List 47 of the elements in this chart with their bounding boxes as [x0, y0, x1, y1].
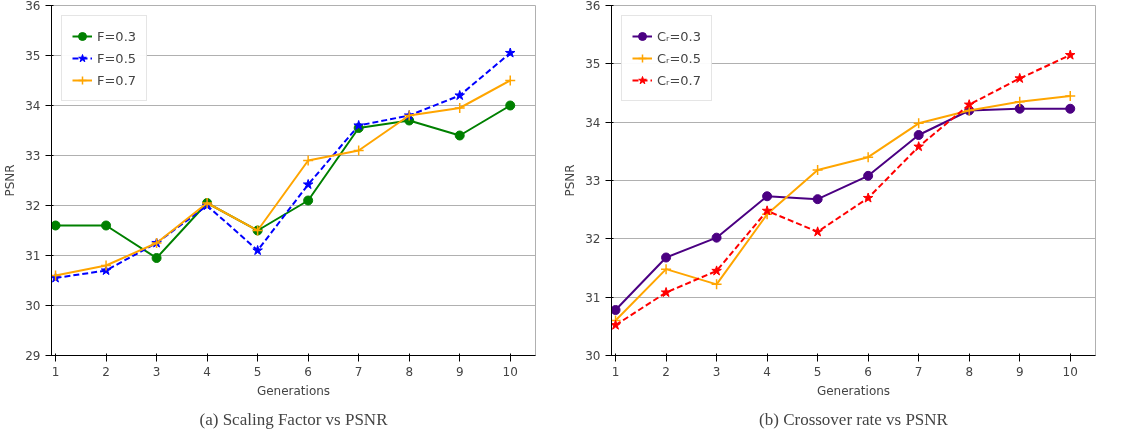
y-tick-label: 33: [25, 149, 41, 163]
x-tick-label: 10: [1062, 364, 1078, 379]
y-tick-label: 31: [585, 290, 601, 305]
legend-label: Cᵣ=0.5: [657, 50, 702, 66]
x-tick-label: 7: [354, 364, 363, 379]
y-tick-label: 31: [25, 249, 41, 263]
x-tick-label: 2: [102, 364, 110, 379]
x-tick-label: 8: [965, 364, 974, 379]
y-tick-label: 35: [585, 57, 601, 72]
x-axis-title: Generations: [256, 383, 331, 398]
x-tick-label: 8: [405, 364, 414, 379]
x-tick-label: 3: [712, 364, 721, 379]
y-tick-label: 36: [25, 0, 41, 13]
x-tick-label: 9: [455, 364, 464, 379]
y-tick-label: 36: [585, 0, 601, 13]
legend-label: Cᵣ=0.7: [657, 72, 702, 88]
y-tick-label: 29: [25, 349, 41, 363]
y-tick-label: 30: [25, 299, 41, 313]
y-tick-label: 33: [585, 174, 601, 188]
y-axis-title: PSNR: [563, 164, 578, 197]
x-tick-label: 5: [253, 364, 262, 379]
x-tick-label: 4: [203, 364, 211, 379]
x-tick-label: 3: [152, 364, 161, 379]
y-tick-label: 32: [585, 232, 601, 247]
legend-label: F=0.3: [97, 28, 137, 44]
y-tick-label: 34: [25, 99, 41, 113]
x-tick-label: 9: [1015, 364, 1024, 379]
x-tick-label: 6: [304, 364, 312, 379]
legend-label: F=0.5: [97, 50, 137, 66]
y-tick-label: 34: [585, 115, 601, 130]
x-tick-label: 10: [502, 364, 518, 379]
x-tick-label: 5: [813, 364, 822, 379]
y-tick-label: 35: [25, 49, 41, 63]
y-tick-label: 30: [585, 349, 601, 363]
x-axis-title: Generations: [816, 383, 891, 398]
x-tick-label: 1: [51, 364, 60, 379]
x-tick-label: 1: [611, 364, 620, 379]
legend-label: Cᵣ=0.3: [657, 28, 702, 44]
text: (b) Crossover rate vs PSNR: [759, 409, 949, 429]
y-tick-label: 32: [25, 199, 41, 213]
x-tick-label: 2: [662, 364, 670, 379]
legend-label: F=0.7: [97, 72, 137, 88]
x-tick-label: 4: [763, 364, 771, 379]
text: (a) Scaling Factor vs PSNR: [199, 409, 389, 429]
x-tick-label: 7: [914, 364, 923, 379]
y-axis-title: PSNR: [3, 164, 18, 197]
x-tick-label: 6: [864, 364, 872, 379]
